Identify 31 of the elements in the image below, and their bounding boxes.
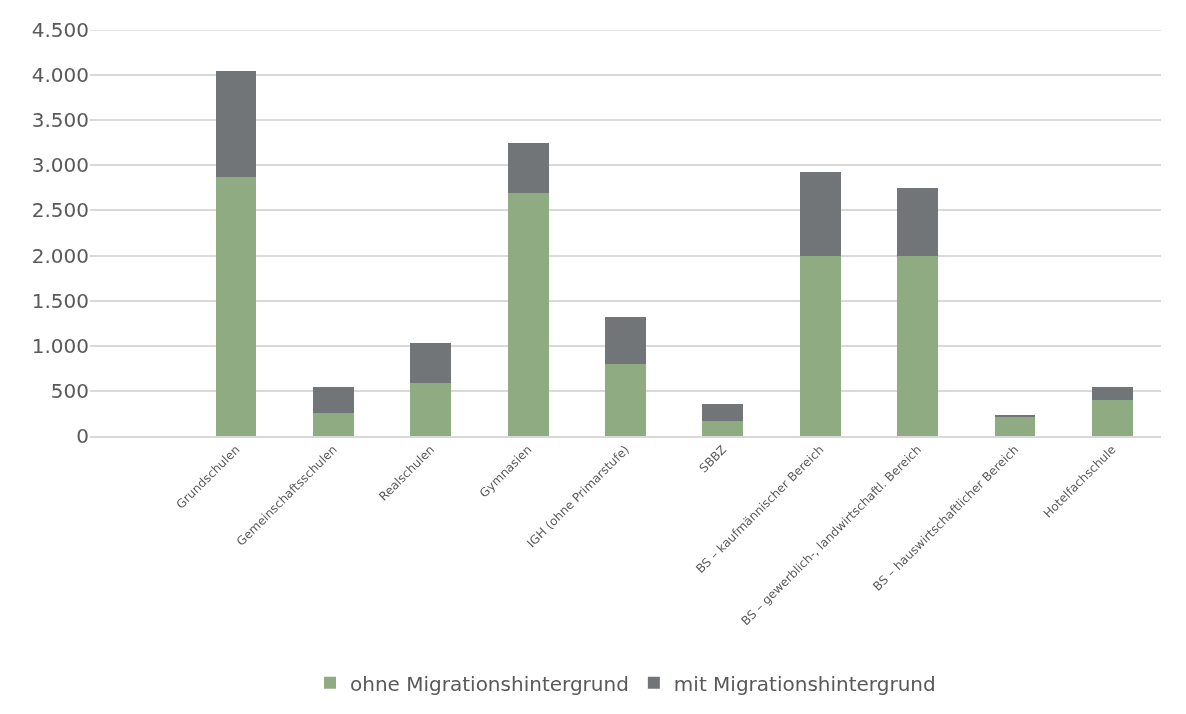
y-tick-label: 1.500 bbox=[31, 288, 89, 313]
bar bbox=[507, 142, 549, 194]
bar bbox=[994, 416, 1036, 436]
y-tick-label: 2.500 bbox=[31, 198, 89, 223]
y-tick-label: 500 bbox=[50, 378, 89, 403]
legend-label: mit Migrationshintergrund bbox=[673, 671, 936, 696]
bar bbox=[799, 171, 841, 256]
bar bbox=[799, 255, 841, 436]
bar bbox=[897, 187, 939, 256]
bar bbox=[507, 193, 549, 436]
y-tick-label: 4.000 bbox=[31, 63, 89, 88]
bar bbox=[702, 420, 744, 436]
y-tick-label: 3.500 bbox=[31, 108, 89, 133]
bar bbox=[897, 255, 939, 436]
bar bbox=[410, 382, 452, 436]
y-tick-label: 4.500 bbox=[31, 18, 89, 42]
bar bbox=[410, 343, 452, 383]
bar bbox=[605, 316, 646, 364]
legend-label: ohne Migrationshintergrund bbox=[350, 671, 629, 696]
y-tick-label: 0 bbox=[76, 424, 89, 448]
bar bbox=[312, 387, 354, 413]
bar bbox=[1091, 399, 1133, 436]
bar bbox=[215, 70, 257, 178]
y-tick-label: 3.000 bbox=[31, 153, 89, 178]
bar bbox=[702, 403, 744, 421]
y-tick-label: 1.000 bbox=[31, 333, 89, 358]
bar bbox=[312, 412, 354, 436]
bar bbox=[215, 177, 257, 436]
y-tick-label: 2.000 bbox=[31, 243, 89, 268]
bar bbox=[1091, 387, 1133, 400]
bar bbox=[605, 363, 646, 436]
